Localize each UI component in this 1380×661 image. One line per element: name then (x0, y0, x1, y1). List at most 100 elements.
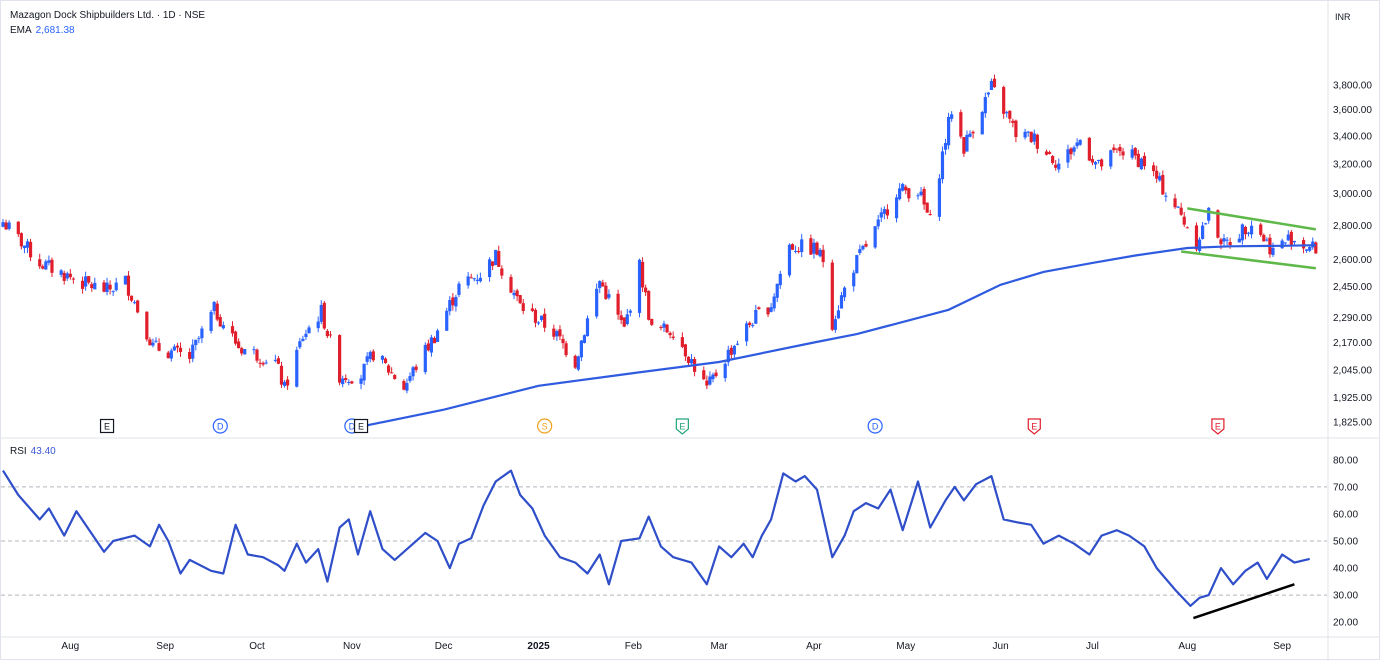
candle-body (328, 334, 333, 336)
candle-body (582, 335, 587, 343)
candle-body (197, 338, 201, 340)
candle-body (1051, 156, 1055, 164)
candle-body (172, 346, 176, 351)
candle-body (1011, 120, 1015, 123)
ema-line (351, 244, 1316, 430)
candle-body (647, 291, 651, 320)
candle-body (350, 381, 354, 384)
candle-body (671, 336, 675, 339)
marker-shield (1027, 418, 1041, 435)
time-tick-label: Aug (1178, 641, 1196, 652)
candle-body (80, 280, 85, 289)
candle-body (494, 249, 498, 266)
time-tick-label: Mar (710, 641, 728, 652)
candle-body (555, 331, 559, 337)
price-tick-label: 3,200.00 (1333, 159, 1372, 170)
channel-line (1187, 207, 1317, 231)
price-tick-label: 2,450.00 (1333, 282, 1372, 293)
candle-body (775, 283, 779, 298)
candle-body (188, 351, 192, 359)
candle-body (362, 363, 366, 381)
candle-body (402, 381, 406, 390)
candle-body (451, 297, 455, 306)
candle-body (797, 251, 801, 253)
candle-body (683, 344, 688, 357)
candle-body (552, 328, 556, 337)
candle-body (585, 318, 590, 337)
candle-body (478, 277, 482, 282)
candle-body (772, 296, 776, 309)
candle-body (243, 349, 247, 355)
candle-body (47, 260, 51, 263)
rsi-label: RSI (10, 446, 27, 457)
candle-body (1305, 249, 1309, 251)
candle-body (818, 249, 822, 257)
candle-body (414, 366, 418, 370)
candle-body (1246, 232, 1251, 234)
candle-body (855, 255, 859, 274)
candle-body (564, 343, 568, 356)
candle-body (640, 261, 645, 288)
candle-body (604, 285, 608, 299)
candle-body (536, 322, 541, 324)
candle-body (1262, 234, 1266, 242)
candle-body (986, 92, 990, 95)
symbol-title: Mazagon Dock Shipbuilders Ltd. · 1D · NS… (10, 10, 206, 21)
event-marker-e: E (1027, 418, 1041, 435)
marker-circle (212, 418, 228, 434)
candle-body (16, 221, 20, 235)
candle-body (650, 318, 654, 325)
candle-body (1115, 148, 1119, 150)
candle-body (59, 270, 63, 275)
candle-body (276, 358, 281, 364)
candle-body (937, 178, 942, 217)
time-tick-label: Feb (625, 641, 643, 652)
candle-body (1152, 165, 1156, 172)
candle-body (218, 317, 222, 327)
candle-body (338, 335, 342, 383)
candle-body (1023, 131, 1027, 138)
time-tick-label: May (896, 641, 915, 652)
candle-body (1069, 148, 1073, 155)
candle-body (129, 295, 134, 301)
candle-body (166, 352, 170, 359)
time-tick-label: Nov (343, 641, 361, 652)
candle-body (622, 317, 626, 327)
candle-body (4, 222, 8, 230)
rsi-tick-label: 80.00 (1333, 455, 1358, 466)
price-tick-label: 3,400.00 (1333, 132, 1372, 143)
event-marker-s: S (537, 418, 553, 434)
candle-body (852, 272, 856, 287)
candle-body (916, 195, 920, 197)
marker-letter: E (104, 422, 110, 432)
candle-body (1118, 146, 1122, 152)
candle-body (466, 276, 470, 286)
symbol-legend: Mazagon Dock Shipbuilders Ltd. · 1D · NS… (10, 10, 205, 21)
candle-body (873, 226, 877, 248)
candle-body (1008, 110, 1012, 119)
candle-body (41, 266, 45, 269)
candle-body (1308, 246, 1312, 251)
candle-body (1047, 152, 1052, 154)
rsi-tick-label: 60.00 (1333, 509, 1358, 520)
rsi-tick-label: 40.00 (1333, 564, 1358, 575)
ema-value: 2,681.38 (35, 25, 75, 36)
candle-body (491, 261, 495, 266)
time-tick-label: Dec (435, 641, 453, 652)
candle-body (1237, 238, 1241, 243)
candle-body (882, 209, 886, 214)
candle-body (90, 284, 94, 289)
candle-body (175, 345, 180, 348)
candle-body (1301, 240, 1306, 249)
marker-letter: E (1031, 422, 1037, 432)
candle-body (983, 97, 987, 114)
candle-body (71, 278, 75, 280)
candle-body (1179, 207, 1183, 215)
time-tick-label: Jul (1086, 641, 1099, 652)
candle-body (533, 309, 538, 323)
candle-body (598, 281, 602, 289)
price-tick-label: 2,800.00 (1333, 221, 1372, 232)
rsi-value: 43.40 (30, 446, 56, 457)
candle-body (344, 378, 348, 381)
candle-body (148, 339, 152, 346)
